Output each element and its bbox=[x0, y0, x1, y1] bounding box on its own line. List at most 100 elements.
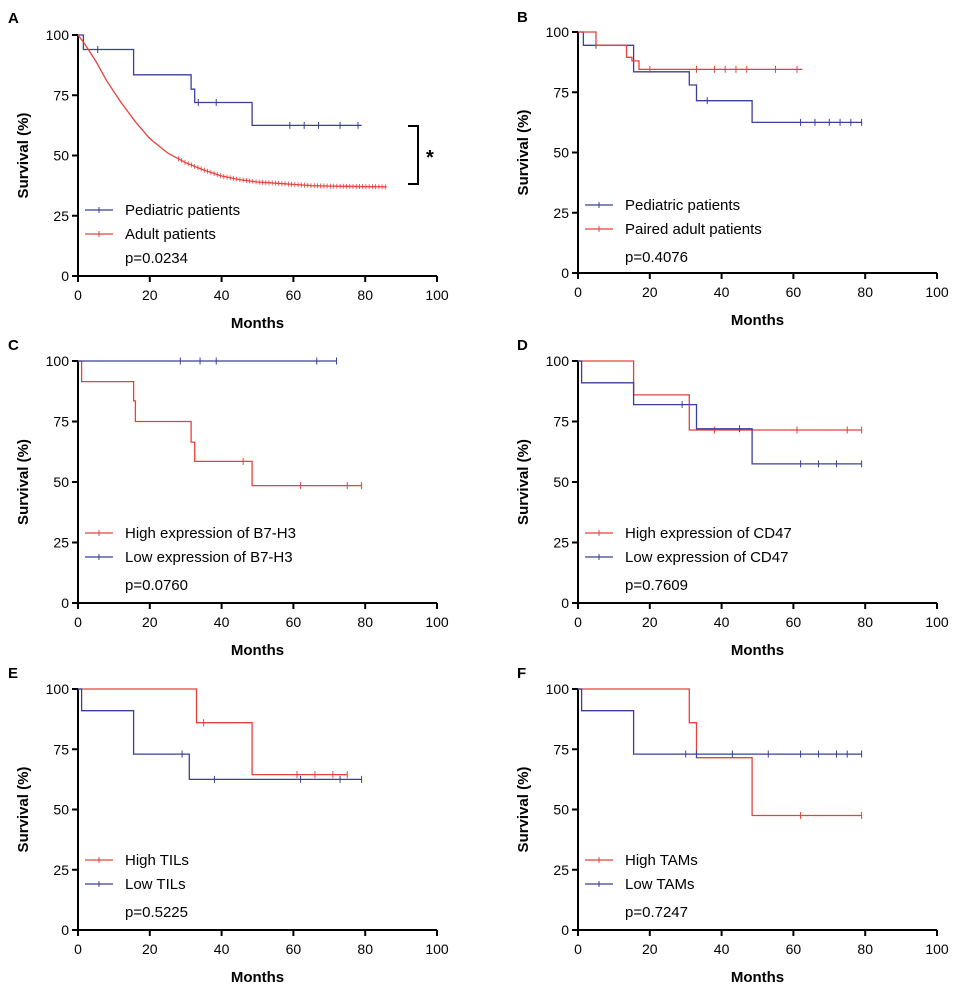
y-tick-label: 50 bbox=[53, 148, 69, 164]
legend-label: Paired adult patients bbox=[625, 221, 762, 238]
y-tick-label: 50 bbox=[553, 145, 569, 161]
y-tick-label: 0 bbox=[61, 268, 69, 284]
x-axis-title: Months bbox=[731, 969, 784, 986]
x-tick-label: 80 bbox=[357, 287, 373, 303]
survival-curve-red bbox=[77, 34, 387, 188]
series-blue: Low TILs bbox=[78, 688, 363, 893]
legend-label: High TILs bbox=[125, 852, 189, 869]
y-tick-label: 25 bbox=[553, 205, 569, 221]
y-axis-title: Survival (%) bbox=[515, 767, 532, 853]
y-tick-label: 0 bbox=[61, 595, 69, 611]
legend-label: Low expression of CD47 bbox=[625, 549, 788, 566]
y-tick-label: 50 bbox=[53, 474, 69, 490]
y-tick-label: 75 bbox=[53, 87, 69, 103]
panel-label: A bbox=[8, 10, 19, 27]
x-tick-label: 40 bbox=[714, 941, 730, 957]
survival-curve-red bbox=[578, 688, 862, 817]
x-tick-label: 60 bbox=[286, 941, 302, 957]
x-tick-label: 100 bbox=[425, 614, 449, 630]
y-tick-label: 100 bbox=[46, 681, 70, 697]
x-tick-label: 0 bbox=[74, 941, 82, 957]
x-tick-label: 100 bbox=[925, 284, 949, 300]
x-tick-label: 100 bbox=[425, 941, 449, 957]
survival-curve-blue bbox=[578, 688, 862, 755]
legend-label: High expression of B7-H3 bbox=[125, 525, 296, 542]
y-tick-label: 75 bbox=[553, 414, 569, 430]
legend-label: Low expression of B7-H3 bbox=[125, 549, 293, 566]
x-tick-label: 40 bbox=[214, 614, 230, 630]
y-tick-label: 50 bbox=[53, 802, 69, 818]
x-tick-label: 0 bbox=[74, 287, 82, 303]
y-tick-label: 75 bbox=[53, 741, 69, 757]
series-blue: Low expression of B7-H3 bbox=[78, 357, 337, 566]
x-tick-label: 0 bbox=[74, 614, 82, 630]
adult-censor-marks bbox=[178, 156, 386, 190]
panel-label: E bbox=[8, 665, 18, 682]
legend-label: Low TILs bbox=[125, 876, 186, 893]
survival-curve-blue bbox=[578, 31, 862, 124]
y-axis-title: Survival (%) bbox=[15, 767, 32, 853]
series-blue: Pediatric patients bbox=[78, 34, 362, 219]
y-axis-title: Survival (%) bbox=[515, 110, 532, 196]
y-tick-label: 75 bbox=[53, 414, 69, 430]
legend-label: High expression of CD47 bbox=[625, 525, 792, 542]
y-tick-label: 0 bbox=[61, 922, 69, 938]
p-value: p=0.5225 bbox=[125, 904, 188, 921]
x-tick-label: 60 bbox=[286, 287, 302, 303]
survival-curve-red bbox=[78, 360, 362, 487]
x-axis-title: Months bbox=[731, 312, 784, 329]
x-tick-label: 40 bbox=[214, 287, 230, 303]
x-tick-label: 60 bbox=[786, 284, 802, 300]
series-blue: Low expression of CD47 bbox=[578, 360, 863, 566]
x-tick-label: 80 bbox=[857, 941, 873, 957]
y-tick-label: 100 bbox=[546, 353, 570, 369]
panel-label: F bbox=[517, 665, 526, 682]
legend-label: Low TAMs bbox=[625, 876, 694, 893]
y-tick-label: 100 bbox=[546, 681, 570, 697]
x-tick-label: 80 bbox=[857, 614, 873, 630]
legend-label: Pediatric patients bbox=[625, 197, 740, 214]
y-tick-label: 75 bbox=[553, 741, 569, 757]
significance-bracket bbox=[408, 125, 419, 185]
y-tick-label: 50 bbox=[553, 802, 569, 818]
p-value: p=0.0234 bbox=[125, 250, 188, 267]
x-axis-title: Months bbox=[231, 642, 284, 659]
legend-label: High TAMs bbox=[625, 852, 698, 869]
y-tick-label: 25 bbox=[553, 535, 569, 551]
y-axis-title: Survival (%) bbox=[15, 439, 32, 525]
y-tick-label: 0 bbox=[561, 922, 569, 938]
series-red: Paired adult patients bbox=[578, 31, 803, 238]
p-value: p=0.7609 bbox=[625, 577, 688, 594]
p-value: p=0.7247 bbox=[625, 904, 688, 921]
panel-label: B bbox=[517, 9, 528, 26]
y-tick-label: 75 bbox=[553, 84, 569, 100]
series-red: High expression of CD47 bbox=[578, 360, 863, 542]
significance-star: * bbox=[426, 147, 434, 169]
y-tick-label: 0 bbox=[561, 265, 569, 281]
x-tick-label: 20 bbox=[142, 287, 158, 303]
panel-e: E 0 25 50 75 100 0 20 40 60 80 100 Months Survival (%… bbox=[8, 665, 449, 986]
x-tick-label: 40 bbox=[714, 614, 730, 630]
x-tick-label: 100 bbox=[925, 614, 949, 630]
y-tick-label: 25 bbox=[553, 862, 569, 878]
panel-b: B 0 25 50 75 100 0 20 40 60 80 100 Months Survival (%… bbox=[515, 9, 949, 329]
series-red: High TAMs bbox=[578, 688, 863, 869]
y-tick-label: 50 bbox=[553, 474, 569, 490]
p-value: p=0.0760 bbox=[125, 577, 188, 594]
x-tick-label: 80 bbox=[357, 614, 373, 630]
x-tick-label: 60 bbox=[786, 941, 802, 957]
panel-f: F 0 25 50 75 100 0 20 40 60 80 100 Months Survival (%… bbox=[515, 665, 949, 986]
survival-curve-blue bbox=[78, 688, 362, 781]
panel-c: C 0 25 50 75 100 0 20 40 60 80 100 Months Survival (%… bbox=[8, 337, 449, 659]
legend-label: Adult patients bbox=[125, 226, 216, 243]
y-tick-label: 100 bbox=[546, 24, 570, 40]
panel-label: D bbox=[517, 337, 528, 354]
y-tick-label: 100 bbox=[46, 353, 70, 369]
x-tick-label: 40 bbox=[714, 284, 730, 300]
x-tick-label: 80 bbox=[857, 284, 873, 300]
x-tick-label: 20 bbox=[642, 614, 658, 630]
y-tick-label: 25 bbox=[53, 208, 69, 224]
survival-curve-red bbox=[578, 31, 803, 71]
survival-curve-blue bbox=[578, 360, 862, 465]
